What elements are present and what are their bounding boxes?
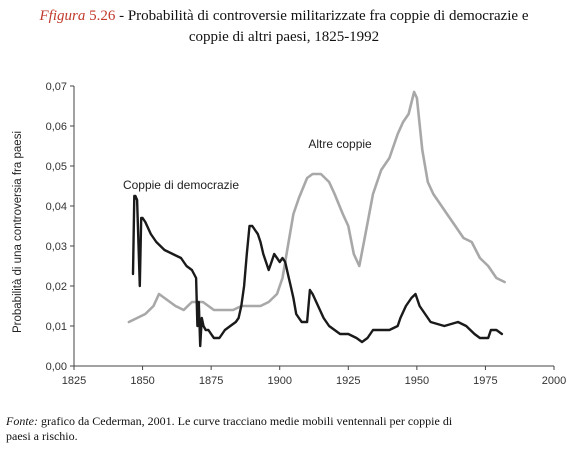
y-tick-label: 0,06 [46,121,67,133]
figure-number: 5.26 [89,8,116,24]
x-tick-label: 1825 [62,375,86,387]
y-tick-label: 0,07 [46,81,67,93]
chart-axes: Probabilità di una controversia fra paes… [12,86,554,367]
y-tick-label: 0,02 [46,281,67,293]
figure-title-line-1: - Probabilità di controversie militarizz… [119,8,529,24]
chart-annotations: Coppie di democrazie Altre coppie [123,137,372,192]
series-line-democracies [131,194,504,348]
x-tick-label: 1850 [130,375,154,387]
figure-caption: Ffigura 5.26 - Probabilità di controvers… [0,6,568,48]
annotation-other-pairs: Altre coppie [308,137,372,151]
source-text-line-2: paesi a rischio. [6,429,78,443]
x-tick-label: 1975 [473,375,497,387]
figure-source: Fonte: grafico da Cederman, 2001. Le cur… [6,414,568,444]
chart-ticks: 0,00 0,01 0,02 0,03 0,04 0,05 0,06 0,07 1825 1850… [46,81,567,387]
x-tick-label: 1900 [267,375,291,387]
x-tick-label: 1875 [199,375,223,387]
source-label: Fonte: [6,414,38,428]
y-tick-label: 0,00 [46,361,67,373]
figure-title-line-2: coppie di altri paesi, 1825-1992 [188,29,380,45]
line-chart: Probabilità di una controversia fra paes… [12,81,567,387]
caption-line-1: Ffigura 5.26 - Probabilità di controvers… [0,6,568,27]
y-axis-label: Probabilità di una controversia fra paes… [12,131,24,333]
source-text-line-1: grafico da Cederman, 2001. Le curve trac… [41,414,453,428]
series-line-other-pairs [127,90,506,324]
y-tick-label: 0,04 [46,201,67,213]
x-tick-label: 1950 [405,375,429,387]
x-tick-label: 1925 [336,375,360,387]
y-tick-label: 0,03 [46,241,67,253]
chart-series [127,90,506,348]
source-line-1: Fonte: grafico da Cederman, 2001. Le cur… [6,414,568,429]
x-tick-label: 2000 [542,375,566,387]
figure-label: Ffigura [39,8,86,24]
annotation-democracies: Coppie di democrazie [123,178,239,192]
y-tick-label: 0,05 [46,161,67,173]
y-tick-label: 0,01 [46,321,67,333]
